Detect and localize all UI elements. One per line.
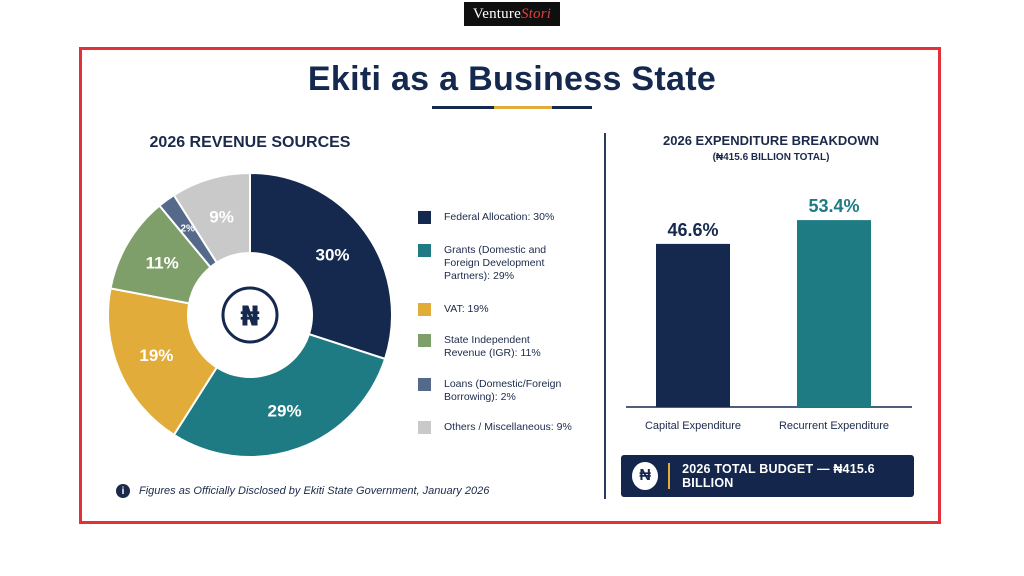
title-underline-right — [552, 106, 592, 109]
legend-item: Loans (Domestic/Foreign Borrowing): 2% — [418, 378, 568, 404]
slice-label: 19% — [139, 346, 173, 365]
banner-separator — [668, 463, 671, 489]
legend-label: Grants (Domestic and Foreign Development… — [444, 244, 547, 282]
revenue-donut-chart: 30% 29% 19% 11% 2% 9% ₦ — [107, 171, 393, 458]
slice-label: 29% — [268, 401, 302, 420]
legend-item: Grants (Domestic and Foreign Development… — [418, 244, 578, 283]
legend-swatch — [418, 211, 431, 224]
donut-slice — [107, 287, 219, 437]
total-budget-banner: ₦ 2026 TOTAL BUDGET — ₦415.6 BILLION — [621, 455, 914, 497]
page-title: Ekiti as a Business State — [307, 60, 717, 98]
legend-label: State Independent Revenue (IGR): 11% — [444, 334, 541, 359]
title-underline-center — [494, 106, 552, 109]
section-divider — [604, 133, 606, 499]
brand-name-accent: Stori — [520, 5, 552, 22]
bar — [656, 243, 730, 407]
source-note-text: Figures as Officially Disclosed by Ekiti… — [139, 485, 490, 497]
total-budget-text: 2026 TOTAL BUDGET — ₦415.6 BILLION — [682, 462, 875, 490]
legend-swatch — [418, 303, 431, 316]
legend-swatch — [418, 334, 431, 347]
legend-label: Loans (Domestic/Foreign Borrowing): 2% — [444, 378, 562, 403]
legend-label: Federal Allocation: 30% — [444, 211, 555, 223]
revenue-heading: 2026 REVENUE SOURCES — [149, 134, 351, 151]
expenditure-subheading: (₦415.6 BILLION TOTAL) — [712, 152, 830, 163]
brand-name: Venture — [472, 5, 521, 22]
legend-label: Others / Miscellaneous: 9% — [444, 421, 572, 433]
info-icon: i — [116, 484, 130, 498]
legend-item: VAT: 19% — [418, 303, 594, 316]
naira-icon: ₦ — [632, 462, 659, 490]
slice-label: 11% — [146, 254, 179, 273]
slice-label: 2% — [180, 224, 195, 235]
legend-item: State Independent Revenue (IGR): 11% — [418, 334, 562, 360]
brand-logo: Venture Stori — [464, 2, 560, 26]
naira-icon-ring — [221, 286, 279, 344]
legend-swatch — [418, 244, 431, 257]
slice-label: 9% — [209, 208, 234, 227]
naira-icon: ₦ — [240, 300, 259, 333]
title-underline-left — [432, 106, 494, 109]
expenditure-bar-chart: 46.6% Capital Expenditure 53.4% Recurrent E… — [626, 196, 912, 432]
legend-label: VAT: 19% — [444, 303, 489, 315]
bar-value-label: 46.6% — [667, 220, 718, 240]
bar-category-label: Capital Expenditure — [645, 420, 741, 432]
legend-item: Federal Allocation: 30% — [418, 211, 594, 224]
legend-item: Others / Miscellaneous: 9% — [418, 421, 604, 434]
slice-label: 30% — [316, 246, 350, 265]
expenditure-heading: 2026 EXPENDITURE BREAKDOWN — [663, 133, 879, 148]
donut-slice — [249, 171, 393, 361]
donut-slice — [172, 332, 387, 458]
bar-category-label: Recurrent Expenditure — [779, 420, 889, 432]
legend-swatch — [418, 378, 431, 391]
source-note: i Figures as Officially Disclosed by Eki… — [116, 484, 489, 498]
donut-slice — [172, 171, 251, 265]
legend-swatch — [418, 421, 431, 434]
donut-center — [190, 255, 310, 375]
bar — [797, 220, 871, 407]
bar-value-label: 53.4% — [808, 196, 859, 216]
